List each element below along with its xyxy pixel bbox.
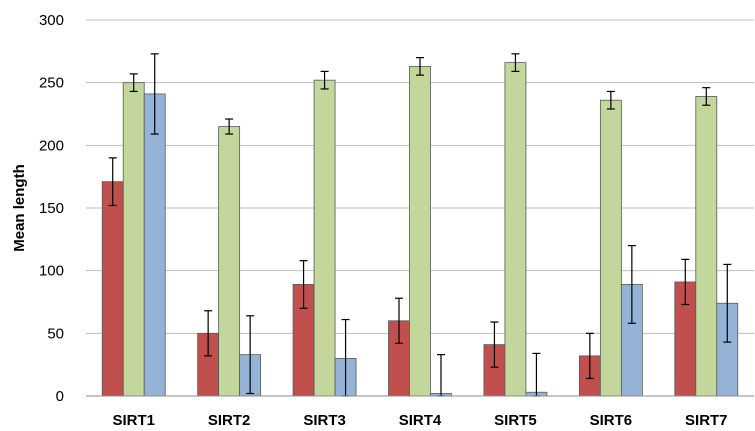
bar-sirt6-series-2 xyxy=(599,99,622,397)
error-bar-sirt5-series-1 xyxy=(490,321,499,368)
error-bar-sirt7-series-3 xyxy=(723,263,732,343)
error-bar-sirt2-series-1 xyxy=(204,310,213,357)
bars xyxy=(101,62,739,397)
y-tick-label: 0 xyxy=(56,388,64,405)
error-bar-sirt4-series-3 xyxy=(437,354,445,397)
bar-sirt1-series-2 xyxy=(122,82,145,397)
bar-sirt5-series-2 xyxy=(504,62,527,397)
error-bar-sirt6-series-1 xyxy=(585,332,594,380)
bar-sirt4-series-2 xyxy=(409,65,431,397)
bar-sirt3-series-2 xyxy=(313,79,336,397)
error-bar-sirt4-series-1 xyxy=(395,297,403,344)
y-tick-label: 150 xyxy=(39,200,64,217)
bar-sirt2-series-2 xyxy=(218,126,241,397)
error-bar-sirt1-series-1 xyxy=(108,157,117,207)
y-axis-ticks: 0 50 100 150 200 250 300 xyxy=(39,12,64,405)
y-tick-label: 300 xyxy=(39,12,64,29)
y-tick-label: 200 xyxy=(39,137,64,154)
y-tick-label: 50 xyxy=(47,325,64,342)
y-tick-label: 100 xyxy=(39,263,64,280)
x-category-label: SIRT3 xyxy=(303,412,346,429)
x-category-label: SIRT5 xyxy=(494,412,537,429)
error-bar-sirt3-series-1 xyxy=(299,260,308,309)
y-axis-title: Mean length xyxy=(11,164,28,252)
error-bar-sirt4-series-2 xyxy=(416,56,424,76)
error-bar-sirt7-series-1 xyxy=(681,258,690,306)
x-category-label: SIRT7 xyxy=(685,412,728,429)
error-bar-sirt1-series-3 xyxy=(150,53,159,135)
x-axis-labels: SIRT1 SIRT2 SIRT3 SIRT4 SIRT5 SIRT6 SIRT7 xyxy=(112,412,727,429)
y-tick-label: 250 xyxy=(39,75,64,92)
error-bar-sirt2-series-2 xyxy=(225,118,234,135)
x-category-label: SIRT6 xyxy=(590,412,633,429)
bar-sirt7-series-2 xyxy=(695,96,718,397)
bar-sirt1-series-1 xyxy=(101,181,124,397)
error-bar-sirt5-series-2 xyxy=(511,53,520,72)
x-category-label: SIRT2 xyxy=(208,412,251,429)
x-category-label: SIRT1 xyxy=(112,412,155,429)
error-bar-sirt5-series-3 xyxy=(532,352,541,397)
bar-sirt1-series-3 xyxy=(143,93,166,397)
error-bar-sirt6-series-3 xyxy=(627,245,636,324)
error-bar-sirt2-series-3 xyxy=(246,315,255,395)
error-bar-sirt7-series-2 xyxy=(702,87,711,106)
error-bar-sirt1-series-2 xyxy=(129,73,138,93)
error-bar-sirt6-series-2 xyxy=(606,90,615,110)
x-category-label: SIRT4 xyxy=(399,412,442,429)
error-bar-sirt3-series-2 xyxy=(320,70,329,90)
